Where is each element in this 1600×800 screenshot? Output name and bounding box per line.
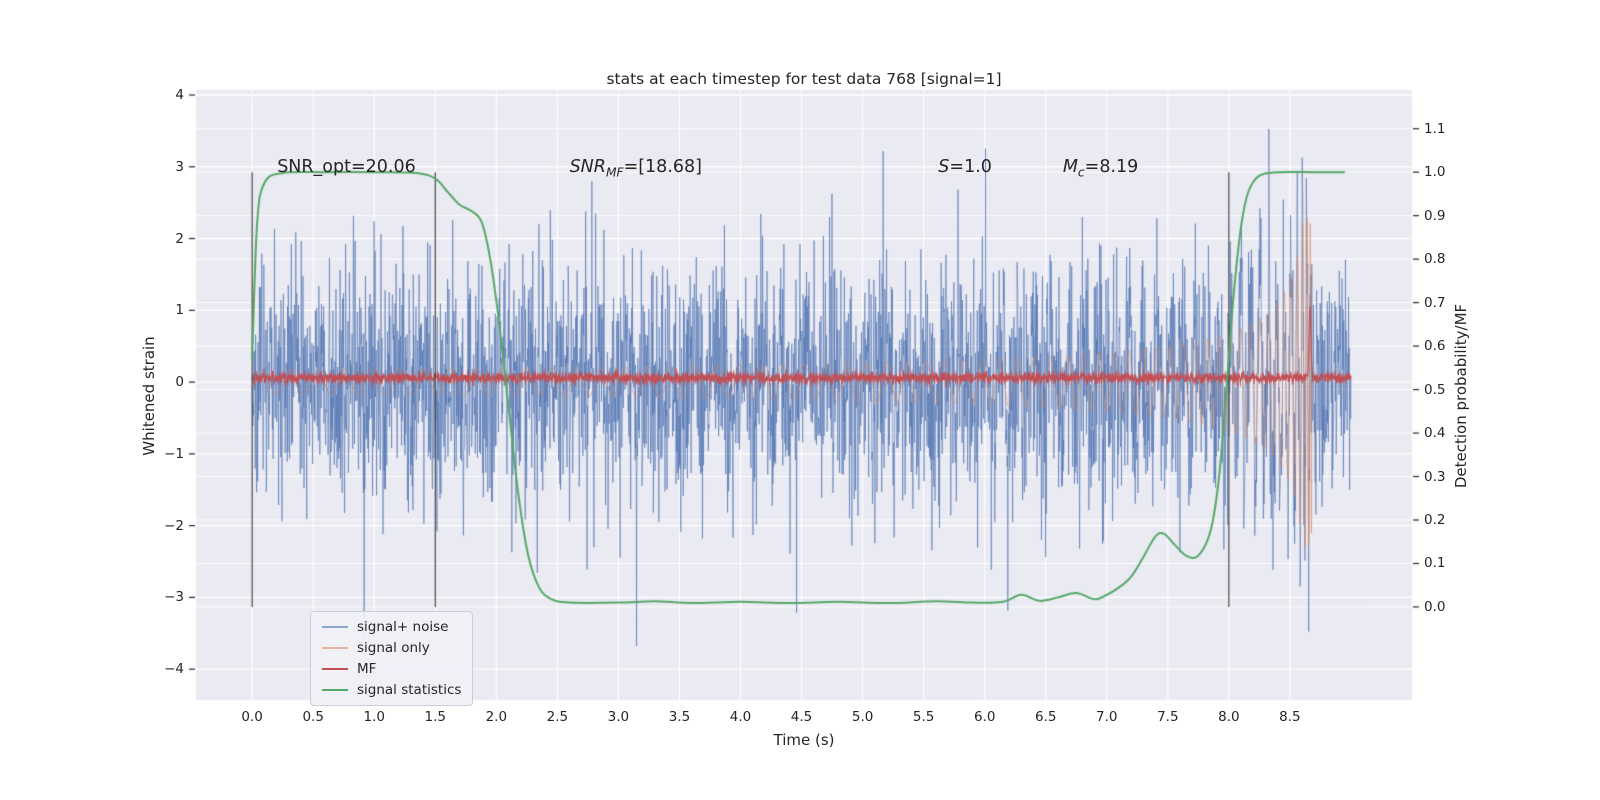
- x-tick-label: 0.0: [241, 709, 263, 725]
- y-left-tick-label: −4: [164, 661, 184, 678]
- legend-swatch: [322, 626, 348, 628]
- y-left-tick-label: 1: [175, 302, 184, 319]
- y-left-tick-label: −2: [164, 517, 184, 534]
- legend-swatch: [322, 647, 348, 649]
- annotation-snr-mf: SNRMF=[18.68]: [569, 157, 702, 180]
- legend-item: signal+ noise: [322, 619, 461, 635]
- legend-item: MF: [322, 661, 461, 677]
- x-tick-label: 6.5: [1034, 709, 1057, 725]
- x-tick-label: 8.5: [1279, 709, 1301, 725]
- legend: signal+ noise signal only MF signal statist…: [310, 611, 474, 706]
- y-left-tick-label: 3: [175, 158, 184, 175]
- y-right-tick-label: 1.1: [1424, 120, 1446, 137]
- y-left-tick-label: 2: [175, 230, 184, 247]
- y-right-tick-label: 0.2: [1424, 512, 1446, 528]
- x-tick-label: 5.5: [912, 709, 935, 725]
- x-tick-label: 4.5: [790, 709, 813, 725]
- legend-label: signal statistics: [357, 682, 462, 698]
- legend-label: MF: [357, 661, 377, 677]
- legend-item: signal only: [322, 640, 461, 656]
- y-right-tick-label: 0.4: [1424, 425, 1446, 442]
- x-tick-label: 4.0: [729, 709, 752, 725]
- annotation-chirp-mass: Mc=8.19: [1062, 157, 1139, 180]
- y-left-tick-label: −3: [164, 589, 184, 606]
- x-tick-label: 2.0: [485, 709, 508, 725]
- legend-swatch: [322, 689, 348, 691]
- x-tick-label: 8.0: [1218, 709, 1240, 725]
- x-tick-label: 1.0: [363, 709, 385, 725]
- y-left-tick-label: 0: [175, 374, 184, 391]
- x-tick-label: 0.5: [302, 709, 324, 725]
- annotation-snr-opt: SNR_opt=20.06: [277, 157, 416, 178]
- y-right-tick-label: 0.8: [1424, 251, 1446, 268]
- y-right-tick-label: 1.0: [1424, 164, 1446, 181]
- x-tick-label: 3.0: [607, 709, 630, 725]
- y-right-tick-label: 0.6: [1424, 338, 1446, 355]
- y-axis-label-right: Detection probability/MF: [1452, 303, 1470, 489]
- y-left-tick-label: 4: [175, 87, 184, 104]
- y-left-tick-label: −1: [164, 445, 184, 462]
- x-tick-label: 7.5: [1157, 709, 1179, 725]
- legend-item: signal statistics: [322, 682, 461, 698]
- y-right-tick-label: 0.0: [1424, 598, 1446, 615]
- x-tick-label: 1.5: [424, 709, 447, 725]
- legend-swatch: [322, 668, 348, 670]
- x-axis-label: Time (s): [773, 731, 835, 749]
- x-tick-label: 6.0: [973, 709, 996, 725]
- y-axis-label-left: Whitened strain: [140, 336, 158, 456]
- chart-title: stats at each timestep for test data 768…: [606, 70, 1002, 88]
- legend-label: signal only: [357, 640, 430, 656]
- y-right-tick-label: 0.3: [1424, 468, 1446, 485]
- annotation-s-value: S=1.0: [938, 157, 992, 178]
- y-right-tick-label: 0.9: [1424, 207, 1446, 224]
- x-tick-label: 2.5: [546, 709, 569, 725]
- y-right-tick-label: 0.1: [1424, 555, 1446, 572]
- y-right-tick-label: 0.5: [1424, 381, 1446, 398]
- x-tick-label: 7.0: [1096, 709, 1118, 725]
- x-tick-label: 5.0: [851, 709, 874, 725]
- y-right-tick-label: 0.7: [1424, 294, 1446, 311]
- x-tick-label: 3.5: [668, 709, 691, 725]
- legend-label: signal+ noise: [357, 619, 449, 635]
